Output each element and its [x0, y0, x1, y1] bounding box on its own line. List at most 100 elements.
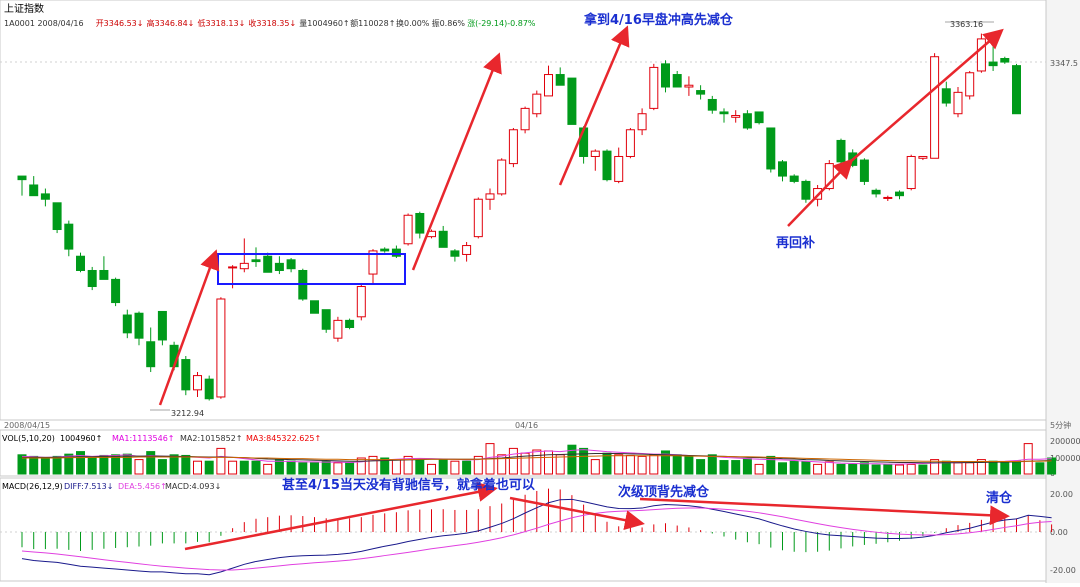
candle-body	[310, 300, 319, 314]
macd-value: MACD:4.093↓	[165, 482, 221, 491]
trend-arrow	[558, 25, 630, 186]
candle-body	[263, 255, 273, 273]
candle-body	[719, 111, 729, 115]
volume-bar	[649, 454, 659, 475]
candle-body	[438, 230, 448, 248]
volume-bar	[508, 447, 518, 475]
candle-body	[649, 66, 659, 109]
candle-body	[871, 189, 881, 195]
volume-bar	[64, 453, 74, 475]
candle-body	[1000, 58, 1010, 63]
candle-body	[146, 341, 156, 368]
volume-bar	[146, 451, 156, 475]
header-field: 振0.86%	[432, 18, 466, 28]
candle-body	[988, 61, 998, 67]
volume-bar	[29, 455, 39, 475]
macd-arrow	[509, 496, 645, 530]
volume-bar	[251, 460, 261, 475]
candle-body	[976, 38, 986, 72]
volume-bar	[696, 459, 706, 475]
candle-body	[731, 115, 741, 118]
volume-bar	[532, 449, 542, 475]
candle-body	[368, 250, 378, 275]
high-price-label: 3363.16	[950, 20, 983, 29]
candle-body	[356, 286, 366, 318]
volume-bar	[298, 462, 308, 475]
volume-bar	[427, 463, 436, 475]
candle-body	[345, 319, 355, 328]
trend-arrow	[158, 249, 220, 406]
candle-body	[614, 155, 624, 182]
annotation-hold: 甚至4/15当天没有背驰信号，就拿着也可以	[282, 477, 535, 493]
volume-bar	[988, 460, 998, 475]
candle-body	[251, 259, 261, 263]
candle-body	[906, 155, 916, 190]
volume-bar	[111, 454, 121, 475]
macd-tick-1: 0.00	[1050, 528, 1068, 537]
candle-body	[672, 74, 682, 88]
volume-bar	[216, 447, 226, 475]
candle-body	[742, 113, 752, 129]
header-field: 开3346.53↓	[96, 19, 144, 28]
volume-bar	[614, 454, 624, 475]
volume-bar	[555, 454, 565, 475]
candle-body	[64, 223, 74, 250]
volume-bar	[766, 455, 776, 475]
date-axis-right: 5分钟	[1050, 420, 1071, 430]
volume-bar	[333, 462, 343, 475]
candle-body	[485, 193, 495, 200]
macd-diff-line	[21, 498, 1052, 576]
volume-bar	[122, 453, 132, 475]
candle-body	[520, 107, 530, 131]
macd-diff: DIFF:7.513↓	[64, 482, 113, 491]
volume-bar	[1012, 460, 1021, 475]
volume-bar	[450, 460, 460, 475]
candle-body	[508, 129, 518, 165]
candle-body	[555, 74, 565, 86]
candle-body	[789, 175, 799, 182]
candle-body	[204, 378, 214, 400]
candle-body	[333, 319, 343, 339]
vol-ma2: MA2:1015852↑	[180, 434, 243, 443]
volume-bar	[824, 461, 834, 475]
candle-body	[193, 375, 202, 391]
date-axis-mid: 04/16	[515, 421, 538, 430]
volume-bar	[895, 464, 904, 475]
macd-dea: DEA:5.456↑	[118, 482, 167, 491]
volume-bar	[473, 455, 483, 475]
right-axis-bg	[1046, 0, 1080, 583]
vol-ma1: MA1:1113546↑	[112, 434, 175, 443]
candle-body	[930, 56, 940, 159]
volume-bar	[415, 459, 425, 475]
macd-tick-2: -20.00	[1050, 566, 1076, 575]
date-axis-left: 2008/04/15	[4, 421, 50, 430]
header-field: 涨(-29.14)-0.87%	[467, 18, 536, 28]
volume-bar	[836, 463, 846, 475]
header-field: 高3346.84↓	[147, 18, 195, 28]
volume-bar	[169, 454, 179, 475]
candle-body	[462, 245, 472, 255]
volume-bar	[391, 459, 401, 475]
candle-body	[99, 269, 109, 280]
volume-bar	[965, 462, 975, 475]
volume-bar	[321, 460, 331, 475]
macd-arrow	[639, 497, 1010, 526]
volume-bar	[204, 460, 214, 475]
candle-body	[1012, 65, 1021, 115]
price-panel-frame	[0, 0, 1047, 421]
annotation-clear: 清仓	[986, 490, 1013, 506]
candle-body	[895, 191, 904, 197]
volume-bar	[813, 463, 823, 475]
volume-bar	[228, 460, 238, 475]
volume-bar	[625, 454, 635, 475]
volume-bar	[76, 451, 85, 475]
volume-bar	[286, 460, 296, 475]
candle-body	[918, 155, 928, 159]
annotation-reduce-position: 拿到4/16早盘冲高先减仓	[583, 12, 734, 28]
candle-body	[661, 63, 670, 88]
candle-body	[321, 309, 331, 330]
candle-body	[40, 193, 50, 200]
candle-body	[544, 74, 553, 97]
trend-arrow	[849, 28, 1004, 163]
volume-bar	[684, 455, 694, 475]
